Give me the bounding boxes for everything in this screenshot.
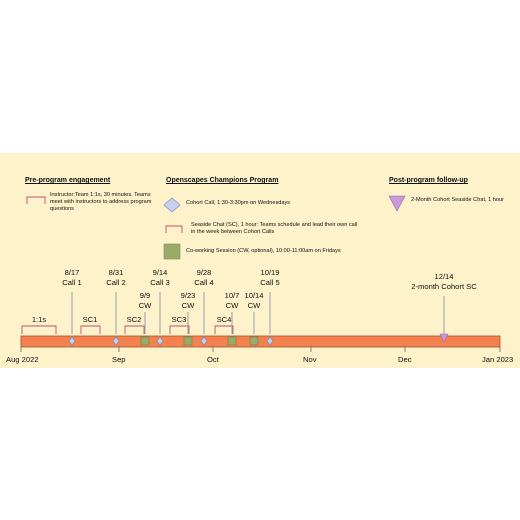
bracket-sc3 xyxy=(169,325,190,334)
timeline-bar xyxy=(20,335,501,348)
cw-10-14-marker xyxy=(249,336,259,346)
bracket-sc2 xyxy=(124,325,145,334)
call-3-marker xyxy=(156,336,164,346)
bracket-1on1s xyxy=(21,325,57,334)
diamond-legend-icon xyxy=(163,197,181,213)
call-3-label: 9/14 Call 3 xyxy=(150,268,170,287)
bracket-label-sc4: SC4 xyxy=(216,315,232,324)
call-4-marker xyxy=(200,336,208,346)
post-program-title: Post-program follow-up xyxy=(389,177,468,184)
pre-program-text: Instructor:Team 1:1s, 30 minutes. Teams … xyxy=(50,192,152,212)
axis-label-oct: Oct xyxy=(207,355,219,364)
cw-3-label: 10/7 CW xyxy=(224,291,240,310)
bracket-label-1on1s: 1:1s xyxy=(31,315,47,324)
bracket-label-sc3: SC3 xyxy=(171,315,187,324)
call-2-marker xyxy=(112,336,120,346)
bracket-sc1 xyxy=(80,325,101,334)
coworking-text: Co-working Session (CW, optional), 10:00… xyxy=(186,248,341,254)
bracket-legend-icon xyxy=(26,196,46,204)
followup-marker xyxy=(439,333,449,343)
axis-label-aug: Aug 2022 xyxy=(6,355,39,364)
followup-label: 12/14 2-month Cohort SC xyxy=(411,272,477,291)
call-1-marker xyxy=(68,336,76,346)
cw-1-label: 9/9 CW xyxy=(138,291,152,310)
call-2-label: 8/31 Call 2 xyxy=(106,268,126,287)
followup-legend-icon xyxy=(388,195,406,212)
coworking-legend-icon xyxy=(163,243,181,260)
axis-label-sep: Sep xyxy=(112,355,126,364)
cw-9-23-marker xyxy=(183,336,193,346)
axis-label-jan: Jan 2023 xyxy=(482,355,514,364)
post-program-text: 2-Month Cohort Seaside Chat, 1 hour xyxy=(411,197,504,203)
seaside-bracket-legend-icon xyxy=(165,225,183,233)
champions-program-title: Openscapes Champions Program xyxy=(166,177,279,184)
bracket-sc4 xyxy=(214,325,234,334)
cohort-call-text: Cohort Call, 1:30-3:30pm on Wednesdays xyxy=(186,200,291,206)
call-4-label: 9/28 Call 4 xyxy=(194,268,214,287)
seaside-chat-text: Seaside Chat (SC), 1 hour: Teams schedul… xyxy=(191,222,358,235)
bracket-label-sc2: SC2 xyxy=(126,315,142,324)
pre-program-title: Pre-program engagement xyxy=(25,177,111,184)
diagram-panel xyxy=(0,153,520,368)
call-5-label: 10/19 Call 5 xyxy=(260,268,280,287)
axis-label-dec: Dec xyxy=(398,355,412,364)
cw-2-label: 9/23 CW xyxy=(180,291,196,310)
call-1-label: 8/17 Call 1 xyxy=(62,268,82,287)
cw-4-label: 10/14 CW xyxy=(244,291,264,310)
bracket-label-sc1: SC1 xyxy=(82,315,98,324)
cw-10-7-marker xyxy=(227,336,237,346)
axis-label-nov: Nov xyxy=(303,355,317,364)
cw-9-9-marker xyxy=(140,336,150,346)
call-5-marker xyxy=(266,336,274,346)
